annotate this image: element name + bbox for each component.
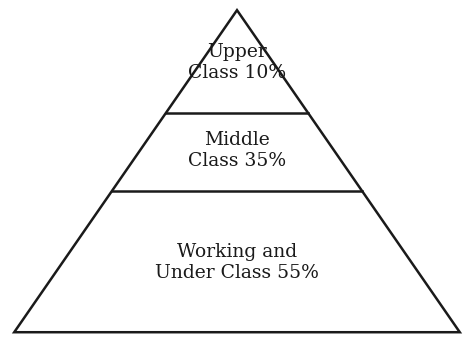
Polygon shape bbox=[14, 10, 460, 332]
Text: Working and
Under Class 55%: Working and Under Class 55% bbox=[155, 243, 319, 282]
Text: Upper
Class 10%: Upper Class 10% bbox=[188, 43, 286, 82]
Text: Middle
Class 35%: Middle Class 35% bbox=[188, 132, 286, 170]
